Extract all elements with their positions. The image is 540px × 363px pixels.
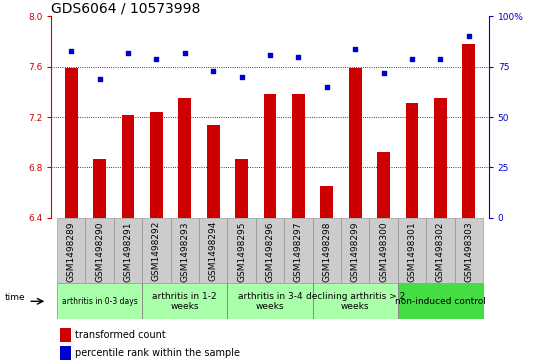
Text: percentile rank within the sample: percentile rank within the sample — [76, 348, 240, 358]
Point — [67, 48, 76, 53]
Point — [152, 56, 161, 62]
Bar — [178, 98, 191, 218]
Bar — [199, 218, 227, 283]
Bar — [227, 218, 256, 283]
Bar — [292, 94, 305, 218]
Bar — [313, 283, 398, 319]
Text: GSM1498299: GSM1498299 — [350, 221, 360, 282]
Text: GSM1498294: GSM1498294 — [208, 221, 218, 281]
Bar — [349, 68, 362, 218]
Text: arthritis in 1-2
weeks: arthritis in 1-2 weeks — [152, 291, 217, 311]
Text: declining arthritis > 2
weeks: declining arthritis > 2 weeks — [306, 291, 405, 311]
Bar — [235, 159, 248, 218]
Text: GSM1498296: GSM1498296 — [266, 221, 274, 282]
Bar — [320, 186, 333, 218]
Bar — [142, 218, 171, 283]
Text: GSM1498297: GSM1498297 — [294, 221, 303, 282]
Point — [95, 76, 104, 82]
Bar — [122, 115, 134, 218]
Text: GSM1498298: GSM1498298 — [322, 221, 332, 282]
Bar — [57, 283, 142, 319]
Bar — [369, 218, 398, 283]
Bar — [114, 218, 142, 283]
Bar — [227, 283, 313, 319]
Text: GSM1498289: GSM1498289 — [66, 221, 76, 282]
Point — [180, 50, 189, 56]
Bar — [313, 218, 341, 283]
Point — [266, 52, 274, 57]
Bar — [341, 218, 369, 283]
Bar — [398, 283, 483, 319]
Bar — [406, 103, 419, 218]
Bar — [462, 44, 475, 218]
Bar — [65, 68, 78, 218]
Bar — [426, 218, 455, 283]
Point — [408, 56, 416, 62]
Bar — [256, 218, 284, 283]
Bar — [398, 218, 426, 283]
Point — [351, 46, 360, 52]
Text: GSM1498300: GSM1498300 — [379, 221, 388, 282]
Point — [294, 54, 303, 60]
Point — [464, 33, 473, 39]
Text: GSM1498302: GSM1498302 — [436, 221, 445, 282]
Bar — [85, 218, 114, 283]
Text: GSM1498291: GSM1498291 — [124, 221, 132, 282]
Text: GSM1498295: GSM1498295 — [237, 221, 246, 282]
Bar — [455, 218, 483, 283]
Bar — [207, 125, 220, 218]
Text: transformed count: transformed count — [76, 330, 166, 340]
Bar — [60, 346, 71, 360]
Bar — [434, 98, 447, 218]
Bar — [57, 218, 85, 283]
Point — [436, 56, 445, 62]
Bar — [264, 94, 276, 218]
Bar — [93, 159, 106, 218]
Point — [379, 70, 388, 76]
Text: GSM1498290: GSM1498290 — [95, 221, 104, 282]
Text: GSM1498301: GSM1498301 — [408, 221, 416, 282]
Text: GSM1498303: GSM1498303 — [464, 221, 474, 282]
Bar — [142, 283, 227, 319]
Text: GSM1498293: GSM1498293 — [180, 221, 190, 282]
Point — [237, 74, 246, 79]
Bar — [150, 112, 163, 218]
Text: non-induced control: non-induced control — [395, 297, 486, 306]
Point — [322, 84, 331, 90]
Text: arthritis in 0-3 days: arthritis in 0-3 days — [62, 297, 138, 306]
Text: time: time — [5, 293, 26, 302]
Bar — [60, 328, 71, 342]
Bar — [171, 218, 199, 283]
Point — [124, 50, 132, 56]
Bar — [377, 152, 390, 218]
Text: arthritis in 3-4
weeks: arthritis in 3-4 weeks — [238, 291, 302, 311]
Text: GSM1498292: GSM1498292 — [152, 221, 161, 281]
Bar — [284, 218, 313, 283]
Text: GDS6064 / 10573998: GDS6064 / 10573998 — [51, 1, 201, 15]
Point — [209, 68, 218, 74]
